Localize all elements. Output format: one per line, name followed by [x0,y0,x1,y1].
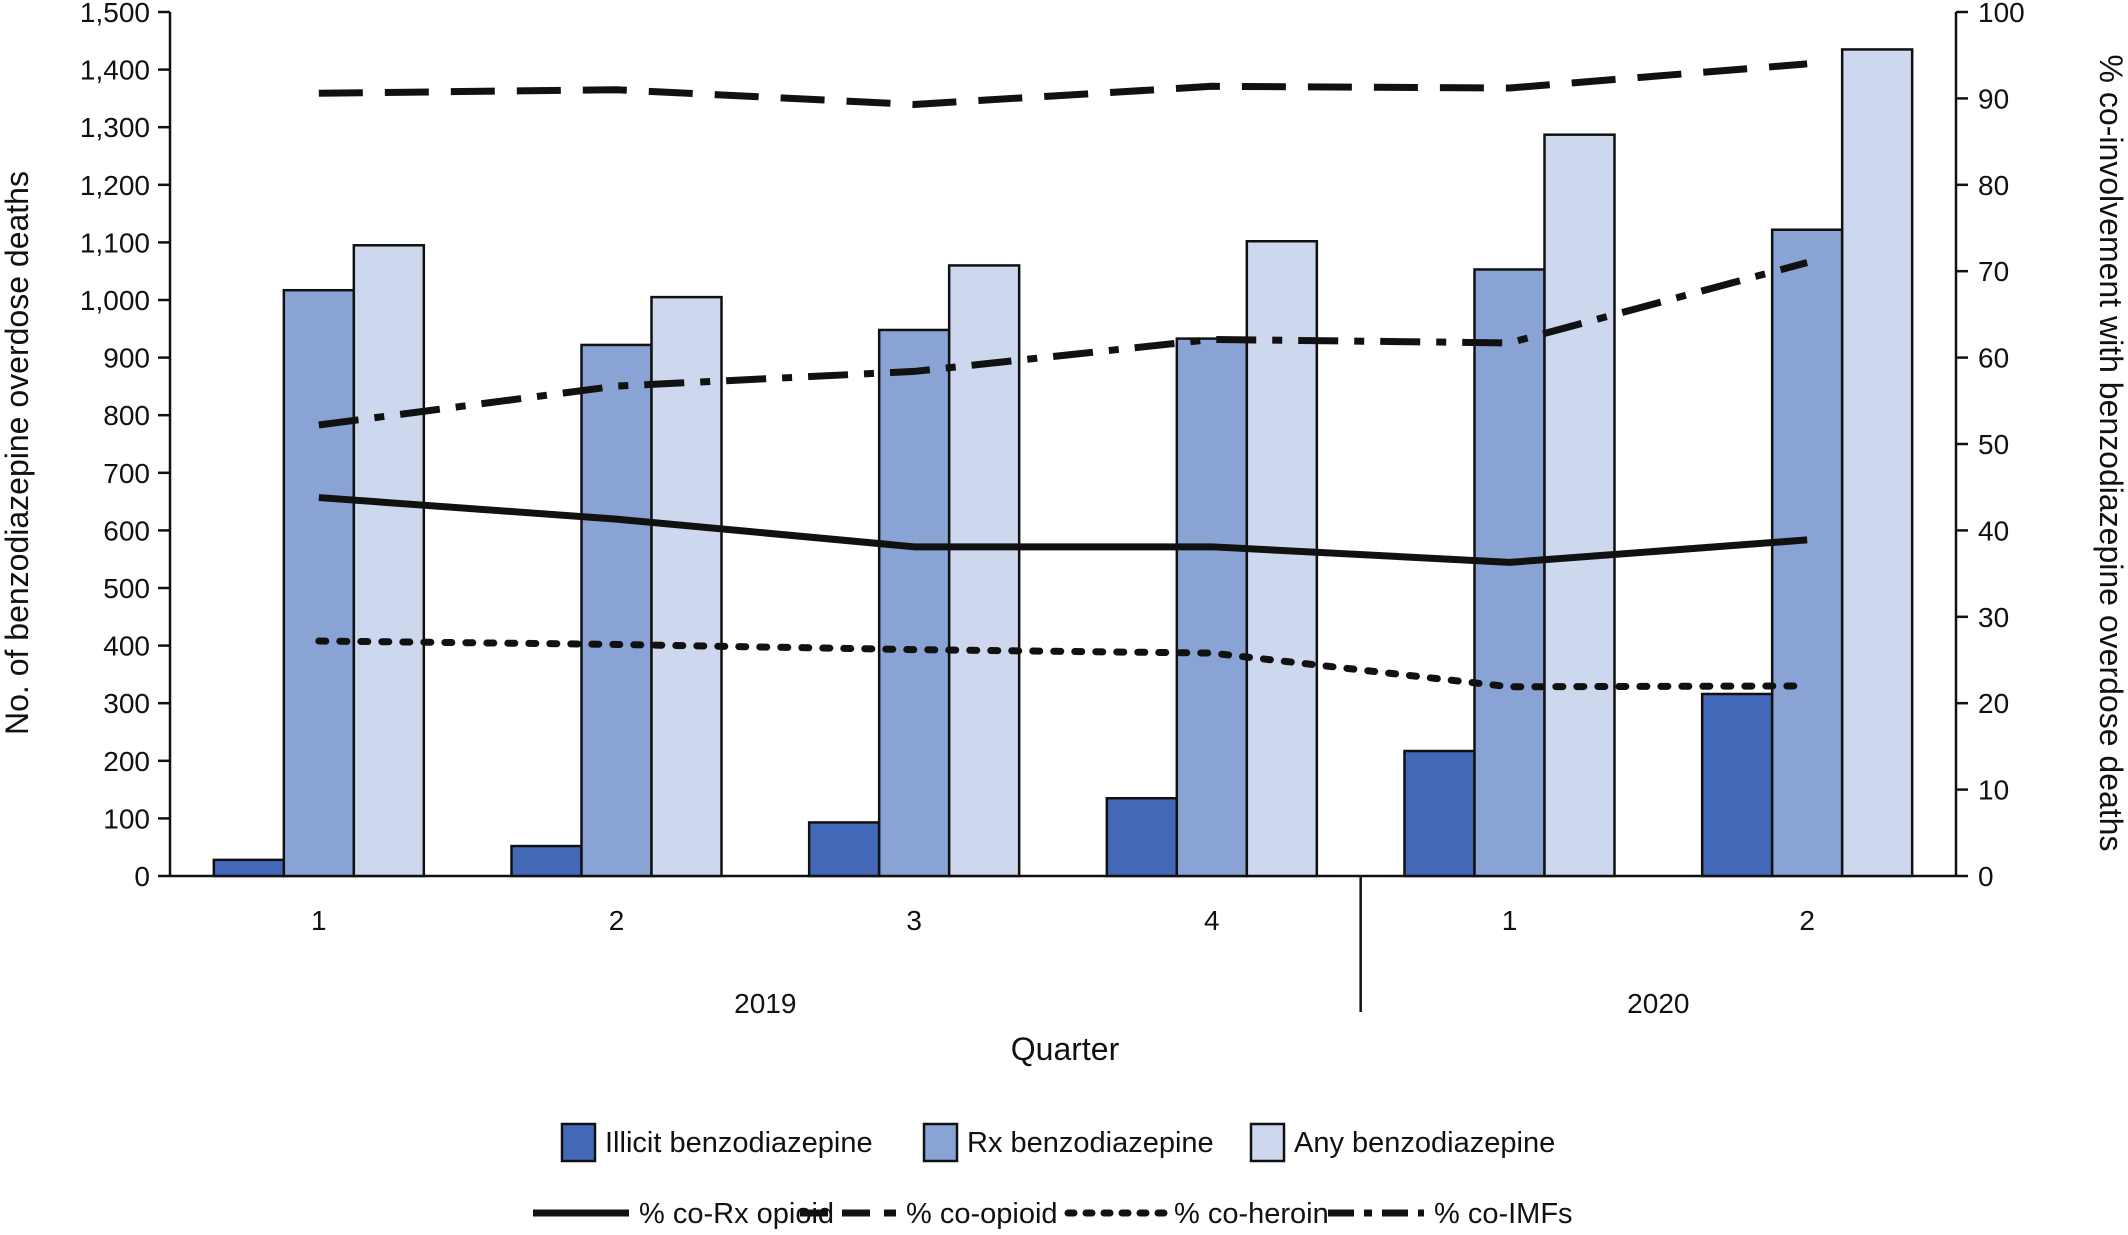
legend-swatch [1249,1122,1286,1163]
y-tick-label: 800 [103,400,150,431]
bar-illicit-benzodiazepine [1105,796,1179,878]
y-tick-label: 600 [103,515,150,546]
y-tick-label: 200 [103,746,150,777]
bar-any-benzodiazepine [352,244,426,878]
y2-tick-label: 80 [1978,170,2009,201]
y-tick-label: 1,200 [80,170,150,201]
x-group-label: 2019 [734,988,796,1019]
right-axis: 0 10 20 30 40 50 60 70 80 90 100 [1956,0,2025,892]
x-tick-label: 2 [609,905,625,936]
bar-any-benzodiazepine [650,295,723,878]
y-tick-label: 1,300 [80,112,150,143]
legend-label: Any benzodiazepine [1294,1127,1555,1159]
legend-label: % co-heroin [1174,1198,1329,1230]
x-axis-title: Quarter [1011,1031,1120,1067]
y2-tick-label: 90 [1978,83,2009,114]
x-tick-label: 3 [906,905,922,936]
y-tick-label: 900 [103,343,150,374]
legend-label: Illicit benzodiazepine [605,1127,873,1159]
y2-tick-label: 10 [1978,775,2009,806]
y2-axis-title: % co-involvement with benzodiazepine ove… [2093,55,2128,852]
y-tick-label: 300 [103,688,150,719]
lines [315,60,1811,691]
x-tick-label: 2 [1799,905,1815,936]
bar-rx-benzodiazepine [1770,228,1844,878]
y2-tick-label: 60 [1978,343,2009,374]
y2-tick-label: 100 [1978,0,2025,28]
y2-tick-label: 30 [1978,602,2009,633]
line-co-imfs [318,259,1809,429]
bar-any-benzodiazepine [1543,133,1616,878]
y-axis-title: No. of benzodiazepine overdose deaths [0,171,35,735]
legend: Illicit benzodiazepine Rx benzodiazepine A… [533,1122,1573,1230]
line-co-rx-opioid [318,494,1808,566]
bar-rx-benzodiazepine [1175,337,1249,878]
legend-swatch [922,1122,959,1163]
bar-rx-benzodiazepine [580,343,653,878]
line-co-heroin [315,637,1811,691]
bar-illicit-benzodiazepine [807,821,881,878]
legend-label: % co-opioid [906,1198,1058,1230]
y2-tick-label: 20 [1978,688,2009,719]
bar-rx-benzodiazepine [282,288,356,878]
y2-tick-label: 40 [1978,515,2009,546]
plot-frame [168,12,1958,878]
bar-any-benzodiazepine [1840,48,1914,878]
legend-swatch [560,1122,597,1163]
y-tick-label: 1,100 [80,227,150,258]
y-tick-label: 0 [134,861,150,892]
y-tick-label: 100 [103,803,150,834]
bar-rx-benzodiazepine [1473,268,1546,878]
y-tick-label: 500 [103,573,150,604]
left-axis: 0 100 200 300 400 500 600 700 800 900 1,000 1,100 1,… [80,0,170,892]
y-tick-label: 700 [103,458,150,489]
bars [212,48,1914,878]
bar-illicit-benzodiazepine [1700,692,1774,878]
y-tick-label: 1,500 [80,0,150,28]
x-group-label: 2020 [1627,988,1689,1019]
y-tick-label: 1,400 [80,55,150,86]
bar-rx-benzodiazepine [877,328,951,878]
x-tick-label: 4 [1204,905,1220,936]
y-tick-label: 400 [103,631,150,662]
x-axis: 1 2 3 4 1 2 2019 2020 [311,876,1815,1019]
bar-illicit-benzodiazepine [1403,749,1476,878]
bar-illicit-benzodiazepine [510,844,583,878]
bar-any-benzodiazepine [1245,239,1319,878]
legend-label: % co-IMFs [1434,1198,1573,1230]
y2-tick-label: 70 [1978,256,2009,287]
x-tick-label: 1 [1502,905,1518,936]
x-tick-label: 1 [311,905,327,936]
y-tick-label: 1,000 [80,285,150,316]
line-co-opioid [318,60,1808,108]
y2-tick-label: 0 [1978,861,1994,892]
bar-any-benzodiazepine [947,264,1021,878]
bar-illicit-benzodiazepine [212,858,286,878]
y2-tick-label: 50 [1978,429,2009,460]
legend-label: Rx benzodiazepine [967,1127,1214,1159]
